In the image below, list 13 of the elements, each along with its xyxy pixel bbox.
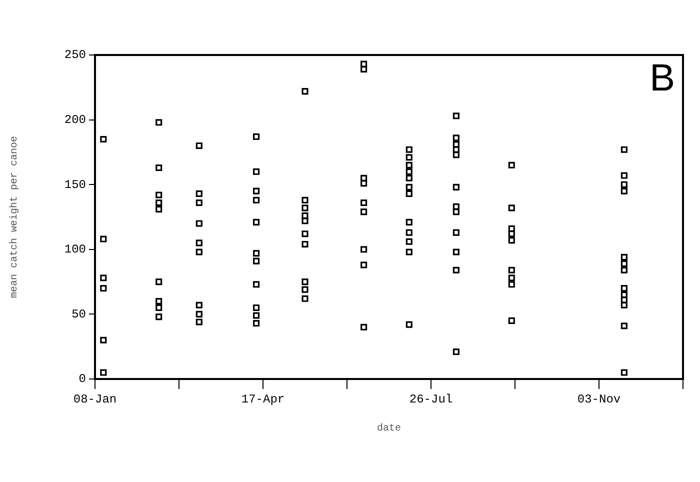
y-axis-title: mean catch weight per canoe xyxy=(8,136,21,298)
x-axis-title: date xyxy=(376,422,402,435)
y-tick-label: 150 xyxy=(64,178,86,192)
x-tick-label: 03-Nov xyxy=(577,392,621,406)
y-tick-label: 200 xyxy=(64,112,86,127)
y-tick-label: 250 xyxy=(64,48,86,62)
annotation: B xyxy=(650,57,675,100)
y-tick-label: 0 xyxy=(78,372,86,386)
x-tick-label: 08-Jan xyxy=(73,392,117,406)
x-tick-label: 17-Apr xyxy=(241,392,285,406)
y-tick-label: 100 xyxy=(64,242,86,257)
x-tick-label: 26-Jul xyxy=(409,392,453,406)
y-tick-label: 50 xyxy=(72,307,86,322)
